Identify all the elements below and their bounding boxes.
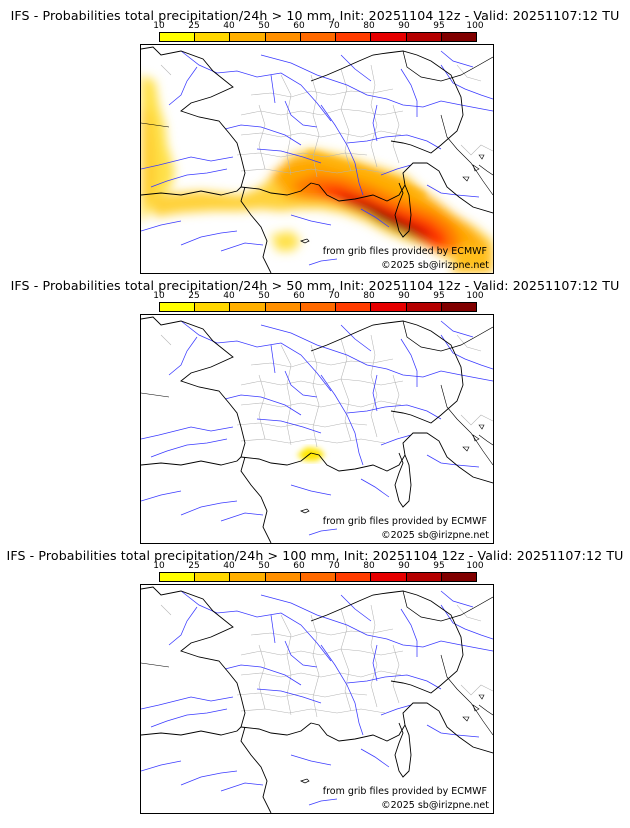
colorbar-segment [336,573,372,581]
colorbar-label: 80 [363,561,375,571]
probability-field [297,447,325,461]
colorbar-segment [300,303,337,311]
colorbar-label: 40 [223,291,235,301]
colorbar-segment [160,303,196,311]
colorbar-segment [406,573,442,581]
colorbar-label: 100 [466,21,484,31]
coastline-borders [141,586,493,813]
colorbar: 10 25 40 50 60 70 80 90 95 100 [153,561,484,584]
colorbar: 10 25 40 50 60 70 80 90 95 100 [153,21,484,44]
copyright-credit: ©2025 sb@irizpne.net [381,260,489,271]
colorbar-label: 10 [153,561,165,571]
colorbar-label: 70 [328,561,340,571]
colorbar-segment [441,33,476,41]
colorbar-segment [336,303,372,311]
colorbar-label: 95 [433,561,445,571]
colorbar-label: 50 [258,561,270,571]
map-canvas [141,586,493,813]
colorbar-label: 95 [433,291,445,301]
colorbar-label: 40 [223,21,235,31]
colorbar-label: 60 [293,21,305,31]
colorbar-segment [265,573,301,581]
panel-title: IFS - Probabilities total precipitation/… [10,8,620,23]
colorbar-segment [230,303,266,311]
colorbar-segment [160,33,196,41]
coastline-borders [141,316,493,543]
colorbar-segment [336,33,372,41]
panel-title: IFS - Probabilities total precipitation/… [10,278,620,293]
colorbar-segment [300,33,337,41]
colorbar-segment [195,33,231,41]
colorbar-segment [371,303,407,311]
source-credit: from grib files provided by ECMWF [322,246,487,257]
colorbar-label: 60 [293,291,305,301]
colorbar-label: 10 [153,21,165,31]
map-france: from grib files provided by ECMWF ©2025 … [140,584,494,814]
admin-boundaries [160,334,493,448]
colorbar-segment [406,33,442,41]
map-france: from grib files provided by ECMWF ©2025 … [140,314,494,544]
colorbar-segment [371,573,407,581]
rivers [141,320,493,536]
colorbar-label: 90 [398,21,410,31]
map-canvas [141,316,493,543]
colorbar-label: 50 [258,291,270,301]
colorbar-label: 80 [363,291,375,301]
colorbar-segment [230,33,266,41]
colorbar-bar [159,572,477,582]
colorbar-label: 95 [433,21,445,31]
colorbar-segment [406,303,442,311]
colorbar-label: 90 [398,291,410,301]
map-france: from grib files provided by ECMWF ©2025 … [140,44,494,274]
colorbar-label: 25 [188,21,200,31]
colorbar-label: 25 [188,561,200,571]
colorbar-segment [371,33,407,41]
colorbar-label: 50 [258,21,270,31]
colorbar-segment [230,573,266,581]
rivers [141,590,493,806]
colorbar-label: 60 [293,561,305,571]
panel-title: IFS - Probabilities total precipitation/… [6,548,624,563]
colorbar-segment [441,303,476,311]
colorbar-label: 40 [223,561,235,571]
colorbar-bar [159,302,477,312]
copyright-credit: ©2025 sb@irizpne.net [381,530,489,541]
colorbar-segment [441,573,476,581]
panel-prob-100mm: IFS - Probabilities total precipitation/… [0,548,630,816]
colorbar-label: 70 [328,21,340,31]
copyright-credit: ©2025 sb@irizpne.net [381,800,489,811]
colorbar-segment [300,573,337,581]
source-credit: from grib files provided by ECMWF [322,516,487,527]
colorbar-segment [195,573,231,581]
admin-boundaries [160,604,493,718]
colorbar-segment [265,303,301,311]
colorbar: 10 25 40 50 60 70 80 90 95 100 [153,291,484,314]
colorbar-label: 25 [188,291,200,301]
panel-prob-10mm: IFS - Probabilities total precipitation/… [0,8,630,276]
colorbar-label: 10 [153,291,165,301]
map-canvas [141,46,493,273]
colorbar-segment [265,33,301,41]
colorbar-segment [195,303,231,311]
source-credit: from grib files provided by ECMWF [322,786,487,797]
colorbar-label: 80 [363,21,375,31]
colorbar-segment [160,573,196,581]
colorbar-label: 100 [466,561,484,571]
colorbar-label: 70 [328,291,340,301]
panel-prob-50mm: IFS - Probabilities total precipitation/… [0,278,630,546]
colorbar-bar [159,32,477,42]
colorbar-label: 100 [466,291,484,301]
colorbar-label: 90 [398,561,410,571]
